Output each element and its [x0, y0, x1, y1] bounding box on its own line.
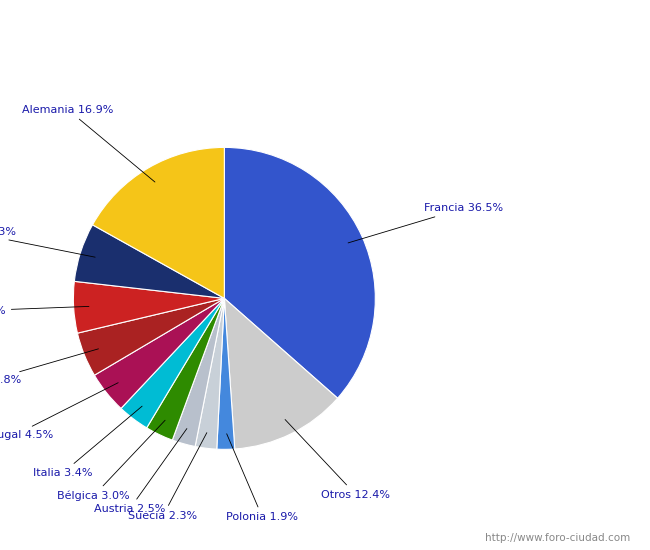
Text: Italia 3.4%: Italia 3.4%: [33, 406, 142, 478]
Wedge shape: [172, 298, 224, 447]
Wedge shape: [224, 147, 375, 398]
Text: Polonia 1.9%: Polonia 1.9%: [226, 434, 298, 522]
Wedge shape: [224, 298, 337, 449]
Text: Suecia 2.3%: Suecia 2.3%: [129, 433, 207, 521]
Text: Países Bajos 6.3%: Países Bajos 6.3%: [0, 226, 95, 257]
Wedge shape: [92, 147, 224, 298]
Text: EEUU 4.8%: EEUU 4.8%: [0, 349, 98, 385]
Text: Francia 36.5%: Francia 36.5%: [348, 204, 503, 243]
Text: Loiu - Turistas extranjeros según país - Abril de 2024: Loiu - Turistas extranjeros según país -…: [132, 15, 518, 31]
Wedge shape: [121, 298, 224, 428]
Wedge shape: [195, 298, 224, 449]
Text: Alemania 16.9%: Alemania 16.9%: [22, 104, 155, 182]
Wedge shape: [216, 298, 235, 449]
Text: Otros 12.4%: Otros 12.4%: [285, 420, 390, 499]
Wedge shape: [147, 298, 224, 440]
Text: http://www.foro-ciudad.com: http://www.foro-ciudad.com: [486, 534, 630, 543]
Wedge shape: [77, 298, 224, 375]
Text: Reino Unido 5.5%: Reino Unido 5.5%: [0, 306, 89, 316]
Text: Portugal 4.5%: Portugal 4.5%: [0, 383, 118, 440]
Wedge shape: [73, 282, 224, 333]
Text: Bélgica 3.0%: Bélgica 3.0%: [57, 420, 165, 501]
Wedge shape: [74, 225, 224, 298]
Text: Austria 2.5%: Austria 2.5%: [94, 428, 187, 514]
Wedge shape: [94, 298, 224, 409]
